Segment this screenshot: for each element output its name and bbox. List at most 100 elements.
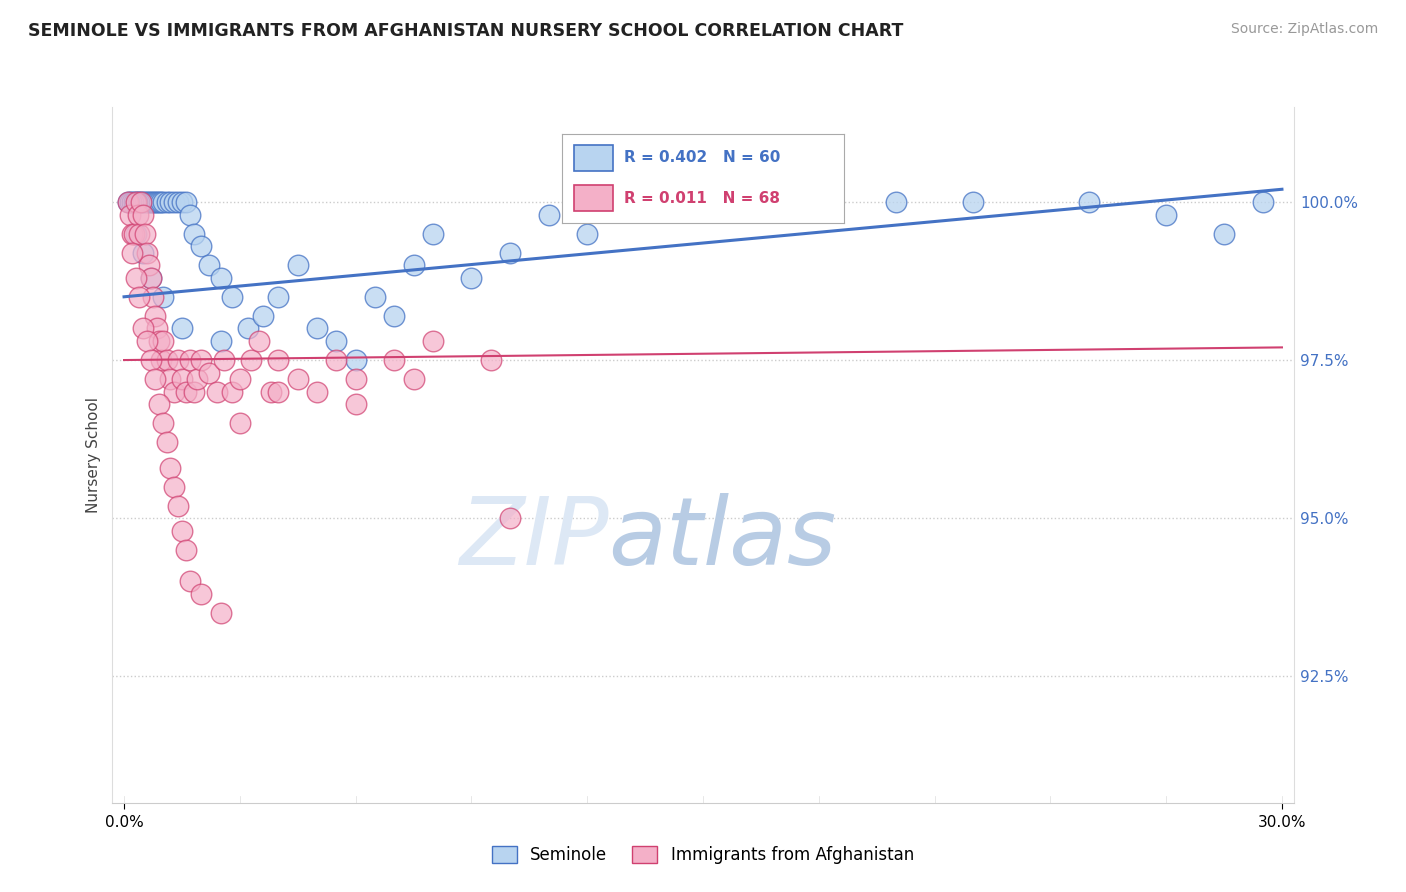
Point xyxy=(344,397,367,411)
Point xyxy=(138,258,160,272)
Point xyxy=(402,372,425,386)
Point xyxy=(127,208,149,222)
Point xyxy=(654,194,676,209)
Point xyxy=(159,460,181,475)
Point xyxy=(186,372,208,386)
Point xyxy=(1154,208,1177,222)
Point xyxy=(128,227,150,241)
Point xyxy=(209,606,232,620)
Point xyxy=(305,384,328,399)
Point xyxy=(121,227,143,241)
Point xyxy=(229,417,252,431)
Point xyxy=(121,194,143,209)
Point xyxy=(118,208,141,222)
Y-axis label: Nursery School: Nursery School xyxy=(86,397,101,513)
Point xyxy=(499,511,522,525)
Point xyxy=(252,309,274,323)
Point xyxy=(143,194,166,209)
Point xyxy=(344,353,367,368)
Point xyxy=(179,353,201,368)
Point xyxy=(136,245,159,260)
Point xyxy=(139,353,162,368)
Point xyxy=(134,227,156,241)
Point xyxy=(163,194,186,209)
Point xyxy=(769,194,792,209)
Point xyxy=(174,194,197,209)
Point xyxy=(131,194,153,209)
Point xyxy=(132,245,155,260)
Point xyxy=(124,194,146,209)
Point xyxy=(155,353,177,368)
Point xyxy=(122,194,145,209)
Text: SEMINOLE VS IMMIGRANTS FROM AFGHANISTAN NURSERY SCHOOL CORRELATION CHART: SEMINOLE VS IMMIGRANTS FROM AFGHANISTAN … xyxy=(28,22,904,40)
Point xyxy=(143,309,166,323)
Point xyxy=(167,499,190,513)
Point xyxy=(170,524,193,538)
Point xyxy=(1078,194,1101,209)
Point xyxy=(247,334,270,348)
Point xyxy=(499,245,522,260)
Point xyxy=(159,372,181,386)
Point xyxy=(214,353,236,368)
Point xyxy=(1213,227,1236,241)
Point xyxy=(260,384,283,399)
Point xyxy=(148,334,170,348)
Point xyxy=(142,290,165,304)
Point xyxy=(884,194,907,209)
Point xyxy=(479,353,502,368)
Point xyxy=(422,227,444,241)
Text: R = 0.402   N = 60: R = 0.402 N = 60 xyxy=(624,151,780,165)
Point xyxy=(190,353,212,368)
Point xyxy=(402,258,425,272)
Point xyxy=(209,270,232,285)
Point xyxy=(325,353,347,368)
Point xyxy=(205,384,228,399)
Point xyxy=(163,479,186,493)
Point xyxy=(174,384,197,399)
Point xyxy=(139,194,162,209)
Point xyxy=(132,208,155,222)
Point xyxy=(146,194,169,209)
Point xyxy=(167,353,190,368)
Point xyxy=(122,227,145,241)
Point xyxy=(167,194,190,209)
Point xyxy=(155,194,177,209)
Point xyxy=(229,372,252,386)
Point xyxy=(128,290,150,304)
Point xyxy=(149,194,172,209)
Bar xyxy=(574,185,613,211)
Point xyxy=(287,258,309,272)
Point xyxy=(190,587,212,601)
Point xyxy=(325,334,347,348)
Point xyxy=(132,194,155,209)
Point xyxy=(136,334,159,348)
Point xyxy=(382,309,405,323)
Point xyxy=(221,290,243,304)
Point xyxy=(152,290,174,304)
Point xyxy=(267,353,290,368)
Point xyxy=(142,194,165,209)
Point xyxy=(149,353,172,368)
Point xyxy=(139,270,162,285)
Point xyxy=(1251,194,1274,209)
Point xyxy=(179,208,201,222)
Point xyxy=(576,227,599,241)
Point xyxy=(152,194,174,209)
Point xyxy=(174,542,197,557)
Text: R = 0.011   N = 68: R = 0.011 N = 68 xyxy=(624,191,780,205)
Point xyxy=(152,334,174,348)
Point xyxy=(962,194,984,209)
Point xyxy=(117,194,139,209)
Point xyxy=(128,194,150,209)
Point xyxy=(236,321,259,335)
Point xyxy=(124,194,146,209)
Point xyxy=(118,194,141,209)
Point xyxy=(179,574,201,589)
Point xyxy=(382,353,405,368)
Point xyxy=(146,321,169,335)
Point xyxy=(537,208,560,222)
Point xyxy=(117,194,139,209)
Point xyxy=(134,194,156,209)
Point xyxy=(183,227,205,241)
Point xyxy=(143,372,166,386)
